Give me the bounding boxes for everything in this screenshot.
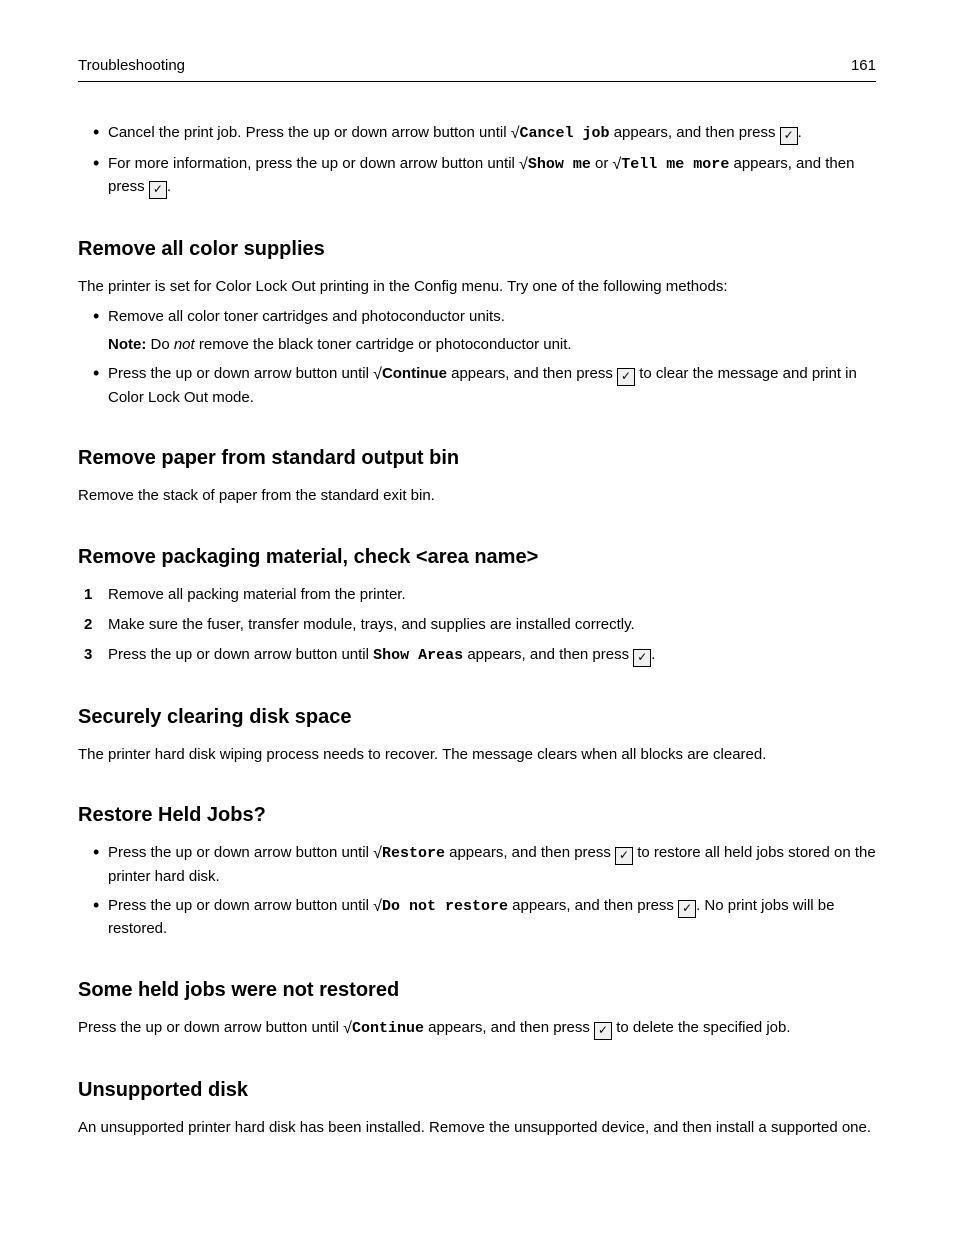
paragraph: Remove the stack of paper from the stand… [78, 485, 876, 507]
text: appears, and then press [508, 897, 678, 914]
note: Note: Do not remove the black toner cart… [108, 334, 876, 356]
page: Troubleshooting 161 Cancel the print job… [0, 0, 954, 1235]
text: . [167, 178, 171, 195]
step-item: Make sure the fuser, transfer module, tr… [78, 614, 876, 636]
list-item: Cancel the print job. Press the up or do… [78, 122, 876, 145]
command-text: Show me [528, 156, 591, 173]
text: or [591, 155, 613, 172]
text: Press the up or down arrow button until [78, 1019, 343, 1036]
ordered-steps: Remove all packing material from the pri… [78, 584, 876, 667]
bullet-list: Remove all color toner cartridges and ph… [78, 306, 876, 408]
emphasis: not [174, 336, 195, 353]
section-heading: Restore Held Jobs? [78, 801, 876, 830]
text: Remove all color toner cartridges and ph… [108, 308, 505, 325]
list-item: For more information, press the up or do… [78, 153, 876, 199]
sqrt-icon: √ [373, 845, 382, 862]
sqrt-icon: √ [613, 156, 622, 173]
check-button-icon: ✓ [617, 368, 635, 386]
check-button-icon: ✓ [678, 900, 696, 918]
sqrt-icon: √ [519, 156, 528, 173]
section-heading: Remove paper from standard output bin [78, 444, 876, 473]
check-button-icon: ✓ [780, 127, 798, 145]
text: . [651, 646, 655, 663]
check-button-icon: ✓ [149, 181, 167, 199]
list-item: Remove all color toner cartridges and ph… [78, 306, 876, 356]
header-section: Troubleshooting [78, 55, 185, 77]
section-heading: Unsupported disk [78, 1076, 876, 1105]
bullet-list: Press the up or down arrow button until … [78, 842, 876, 940]
page-header: Troubleshooting 161 [78, 55, 876, 82]
text: . [798, 124, 802, 141]
text: Press the up or down arrow button until [108, 365, 373, 382]
sqrt-icon: √ [373, 366, 382, 383]
text: appears, and then press [610, 124, 780, 141]
text: Remove all packing material from the pri… [108, 586, 406, 603]
text: Press the up or down arrow button until [108, 897, 373, 914]
text: to delete the specified job. [612, 1019, 790, 1036]
list-item: Press the up or down arrow button until … [78, 895, 876, 940]
text: Do [146, 336, 174, 353]
command-text: Continue [352, 1020, 424, 1037]
text: For more information, press the up or do… [108, 155, 519, 172]
command-text: Show Areas [373, 647, 463, 664]
sqrt-icon: √ [373, 898, 382, 915]
command-text: Cancel job [520, 125, 610, 142]
sqrt-icon: √ [343, 1020, 352, 1037]
command-text: Tell me more [621, 156, 729, 173]
command-bold: Continue [382, 365, 447, 382]
text: appears, and then press [424, 1019, 594, 1036]
command-text: Do not restore [382, 898, 508, 915]
check-button-icon: ✓ [594, 1022, 612, 1040]
text: appears, and then press [445, 844, 615, 861]
list-item: Press the up or down arrow button until … [78, 363, 876, 408]
text: appears, and then press [447, 365, 617, 382]
paragraph: An unsupported printer hard disk has bee… [78, 1117, 876, 1139]
list-item: Press the up or down arrow button until … [78, 842, 876, 887]
command-text: Restore [382, 845, 445, 862]
section-heading: Remove all color supplies [78, 235, 876, 264]
check-button-icon: ✓ [633, 649, 651, 667]
sqrt-icon: √ [511, 125, 520, 142]
text: Cancel the print job. Press the up or do… [108, 124, 511, 141]
text: Press the up or down arrow button until [108, 844, 373, 861]
text: Make sure the fuser, transfer module, tr… [108, 616, 635, 633]
note-label: Note: [108, 336, 146, 353]
section-heading: Securely clearing disk space [78, 703, 876, 732]
paragraph: The printer hard disk wiping process nee… [78, 744, 876, 766]
page-number: 161 [851, 55, 876, 77]
top-bullet-list: Cancel the print job. Press the up or do… [78, 122, 876, 199]
paragraph: The printer is set for Color Lock Out pr… [78, 276, 876, 298]
step-item: Press the up or down arrow button until … [78, 644, 876, 667]
text: appears, and then press [463, 646, 633, 663]
text: remove the black toner cartridge or phot… [195, 336, 572, 353]
section-heading: Remove packaging material, check <area n… [78, 543, 876, 572]
section-heading: Some held jobs were not restored [78, 976, 876, 1005]
paragraph: Press the up or down arrow button until … [78, 1017, 876, 1040]
text: Press the up or down arrow button until [108, 646, 373, 663]
check-button-icon: ✓ [615, 847, 633, 865]
step-item: Remove all packing material from the pri… [78, 584, 876, 606]
